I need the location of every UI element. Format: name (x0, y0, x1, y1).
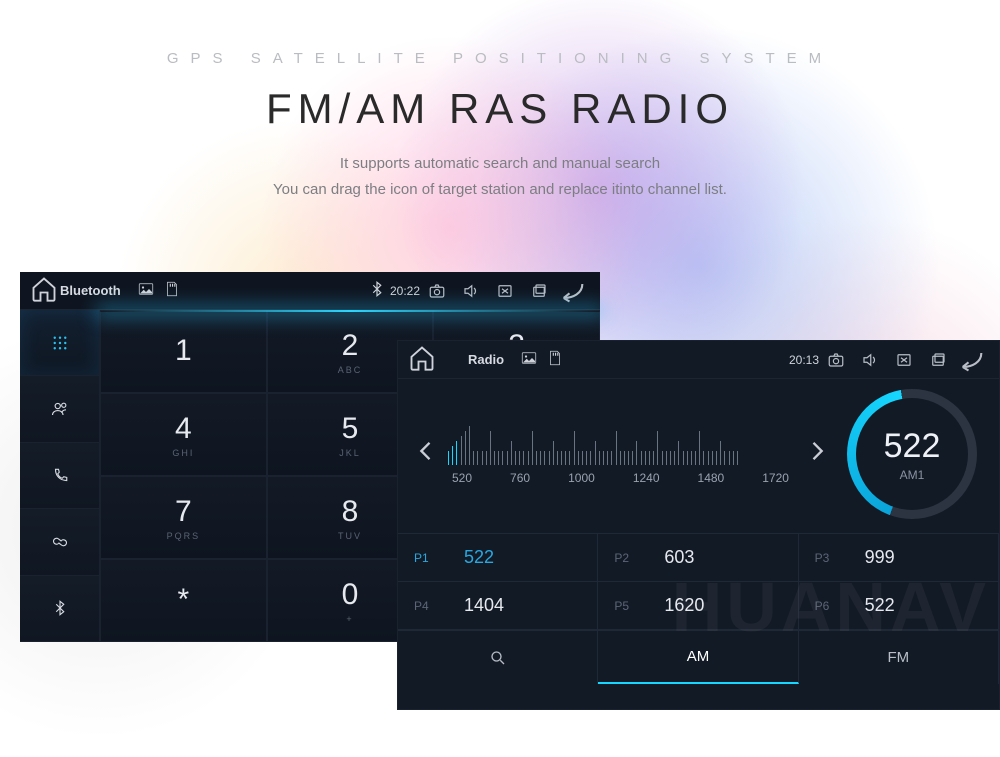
fm-band-button[interactable]: FM (799, 631, 999, 684)
current-frequency: 522 (884, 427, 941, 466)
key-letters: + (346, 614, 353, 624)
sd-card-icon (542, 349, 568, 370)
scale-label: 1720 (762, 471, 789, 485)
preset-p6[interactable]: P6 522 (799, 582, 999, 630)
page-header: GPS SATELLITE POSITIONING SYSTEM FM/AM R… (0, 0, 1000, 202)
preset-label: P6 (815, 599, 839, 613)
recent-apps-button[interactable] (921, 351, 955, 369)
current-band: AM1 (900, 468, 925, 482)
tuner-row: 520 760 1000 1240 1480 1720 522 AM1 (398, 379, 999, 519)
screenshot-button[interactable] (420, 282, 454, 300)
radio-title: Radio (468, 352, 504, 367)
preset-p3[interactable]: P3 999 (799, 534, 999, 582)
bluetooth-sidebar (20, 310, 100, 642)
preset-p1[interactable]: P1 522 (398, 534, 598, 582)
clock-time: 20:22 (390, 284, 420, 298)
key-letters: JKL (339, 448, 361, 458)
keypad-key-*[interactable]: * (100, 559, 267, 642)
preset-value: 999 (865, 547, 895, 568)
bt-settings-tab[interactable] (20, 576, 99, 642)
radio-panel: Radio 20:13 (397, 340, 1000, 710)
preset-value: 522 (865, 595, 895, 616)
sd-card-icon (159, 280, 185, 301)
radio-bottom-bar: AM FM (398, 630, 999, 684)
scale-label: 760 (510, 471, 530, 485)
image-icon (516, 349, 542, 370)
pair-tab[interactable] (20, 509, 99, 575)
volume-button[interactable] (853, 351, 887, 369)
scale-label: 1000 (568, 471, 595, 485)
search-button[interactable] (398, 631, 598, 684)
fm-label: FM (887, 649, 909, 666)
back-button[interactable] (556, 277, 590, 305)
volume-button[interactable] (454, 282, 488, 300)
key-digit: 8 (342, 495, 359, 529)
key-digit: 5 (342, 412, 359, 446)
frequency-display: 522 AM1 (847, 389, 977, 519)
home-icon[interactable] (408, 344, 434, 375)
preset-label: P4 (414, 599, 438, 613)
recent-apps-button[interactable] (522, 282, 556, 300)
tune-up-button[interactable] (803, 437, 829, 470)
bluetooth-statusbar: Bluetooth 20:22 (20, 272, 600, 310)
keypad-key-7[interactable]: 7 PQRS (100, 476, 267, 559)
scale-label: 1240 (633, 471, 660, 485)
preset-value: 1620 (664, 595, 704, 616)
key-digit: 7 (175, 495, 192, 529)
preset-value: 1404 (464, 595, 504, 616)
preset-value: 522 (464, 547, 494, 568)
desc-line-2: You can drag the icon of target station … (0, 177, 1000, 203)
scale-label: 520 (452, 471, 472, 485)
key-digit: 4 (175, 412, 192, 446)
clock-time: 20:13 (789, 353, 819, 367)
key-letters: ABC (338, 365, 363, 375)
image-icon (133, 280, 159, 301)
glow-divider (100, 310, 600, 312)
bluetooth-title: Bluetooth (60, 283, 121, 298)
preset-grid: P1 522 P2 603 P3 999 P4 1404 P5 1620 P6 522 (398, 533, 999, 630)
key-digit: 2 (342, 329, 359, 363)
am-band-button[interactable]: AM (598, 631, 798, 684)
dialpad-tab[interactable] (20, 310, 99, 376)
desc-line-1: It supports automatic search and manual … (0, 151, 1000, 177)
tune-down-button[interactable] (412, 437, 438, 470)
preset-p2[interactable]: P2 603 (598, 534, 798, 582)
scale-label: 1480 (698, 471, 725, 485)
screenshot-button[interactable] (819, 351, 853, 369)
key-digit: 0 (342, 578, 359, 612)
preset-label: P3 (815, 551, 839, 565)
preset-label: P5 (614, 599, 638, 613)
call-log-tab[interactable] (20, 443, 99, 509)
keypad-key-1[interactable]: 1 (100, 310, 267, 393)
back-button[interactable] (955, 346, 989, 374)
keypad-key-4[interactable]: 4 GHI (100, 393, 267, 476)
preset-p4[interactable]: P4 1404 (398, 582, 598, 630)
key-letters: PQRS (167, 531, 201, 541)
key-letters: TUV (338, 531, 362, 541)
am-label: AM (687, 648, 710, 665)
home-icon[interactable] (30, 275, 56, 306)
key-letters: GHI (172, 448, 194, 458)
radio-statusbar: Radio 20:13 (398, 341, 999, 379)
header-description: It supports automatic search and manual … (0, 151, 1000, 202)
frequency-dial[interactable]: 520 760 1000 1240 1480 1720 (448, 421, 793, 485)
header-title: FM/AM RAS RADIO (0, 85, 1000, 133)
preset-p5[interactable]: P5 1620 (598, 582, 798, 630)
preset-value: 603 (664, 547, 694, 568)
preset-label: P1 (414, 551, 438, 565)
key-digit: 1 (175, 334, 192, 368)
bt-status-icon (364, 280, 390, 301)
key-digit: * (177, 583, 189, 617)
close-button[interactable] (887, 351, 921, 369)
header-subtitle: GPS SATELLITE POSITIONING SYSTEM (0, 50, 1000, 67)
preset-label: P2 (614, 551, 638, 565)
close-button[interactable] (488, 282, 522, 300)
contacts-tab[interactable] (20, 376, 99, 442)
